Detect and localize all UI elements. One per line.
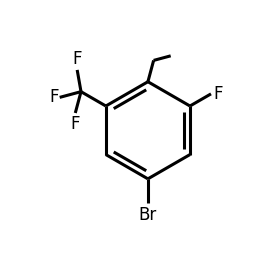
Text: F: F [214, 85, 223, 103]
Text: F: F [71, 115, 80, 133]
Text: F: F [49, 88, 59, 106]
Text: Br: Br [139, 206, 157, 224]
Text: F: F [73, 50, 82, 68]
